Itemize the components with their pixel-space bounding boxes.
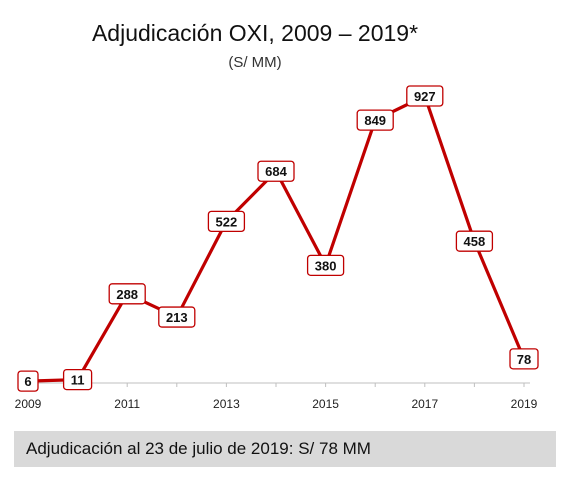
data-label-box xyxy=(406,85,444,107)
data-label-box xyxy=(509,348,539,370)
series-line xyxy=(27,94,526,383)
data-label-box xyxy=(356,109,394,131)
data-label-text: 11 xyxy=(71,373,85,388)
data-label-text: 78 xyxy=(517,352,531,367)
data-label-box xyxy=(207,210,246,233)
data-label-box xyxy=(62,368,93,391)
x-tick-label: 2019 xyxy=(511,397,538,411)
data-label: 213 xyxy=(158,306,196,328)
data-label: 849 xyxy=(356,109,394,131)
data-label-text: 927 xyxy=(414,89,436,104)
data-label: 380 xyxy=(306,254,345,277)
data-label-text: 6 xyxy=(24,374,31,389)
data-label-box xyxy=(158,306,196,328)
data-label-box xyxy=(455,230,494,252)
data-label-text: 522 xyxy=(216,214,238,229)
footer-text: Adjudicación al 23 de julio de 2019: S/ … xyxy=(26,439,371,458)
footer-bar: Adjudicación al 23 de julio de 2019: S/ … xyxy=(14,431,556,467)
data-label: 11 xyxy=(62,368,93,391)
x-tick-label: 2015 xyxy=(312,397,339,411)
data-label-text: 380 xyxy=(315,258,337,273)
data-label: 6 xyxy=(17,370,39,392)
data-label: 78 xyxy=(509,348,539,370)
data-label-box xyxy=(108,283,146,305)
data-label-box xyxy=(306,254,345,277)
x-tick-label: 2009 xyxy=(15,397,42,411)
data-label: 458 xyxy=(455,230,494,252)
data-label: 288 xyxy=(108,283,146,305)
data-label: 522 xyxy=(207,210,246,233)
data-label: 927 xyxy=(406,85,444,107)
data-label-text: 849 xyxy=(364,113,386,128)
data-label-text: 288 xyxy=(116,287,138,302)
data-label-box xyxy=(257,160,295,182)
chart-subtitle: (S/ MM) xyxy=(228,54,282,71)
x-tick-label: 2011 xyxy=(114,397,140,411)
x-tick-label: 2017 xyxy=(411,397,438,411)
line-chart: 2009 2011 2013 2015 2017 2019 6 11 288 213 522 684 3… xyxy=(15,85,539,411)
data-label-text: 213 xyxy=(166,310,188,325)
data-label-text: 684 xyxy=(265,164,287,179)
data-label-text: 458 xyxy=(464,234,486,249)
data-label-box xyxy=(17,370,39,392)
chart-title: Adjudicación OXI, 2009 – 2019* xyxy=(91,20,419,46)
x-tick-label: 2013 xyxy=(213,397,240,411)
data-label: 684 xyxy=(257,160,295,182)
